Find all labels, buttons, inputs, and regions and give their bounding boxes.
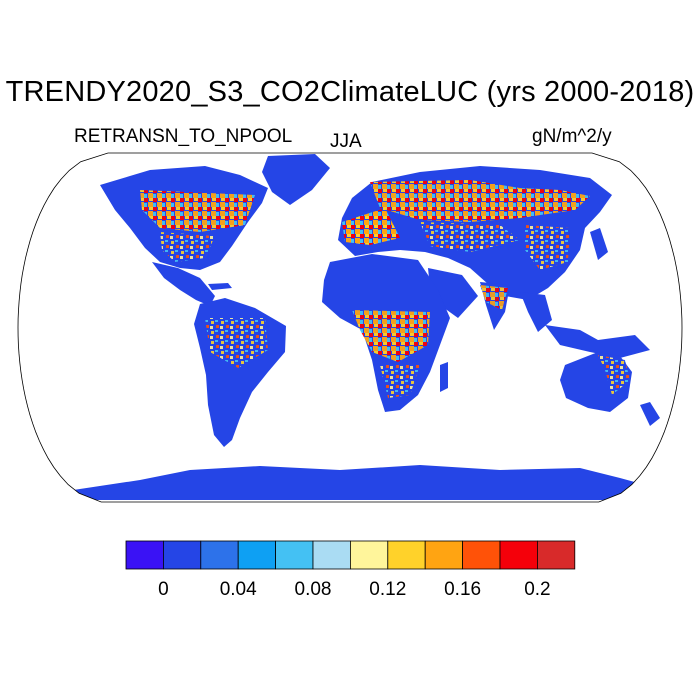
arabia — [428, 268, 478, 318]
colorbar-tick-label: 0 — [158, 579, 169, 600]
colorbar-box-5 — [312, 540, 351, 570]
indonesia — [545, 325, 650, 358]
colorbar-box-9 — [462, 540, 501, 570]
colorbar-tick-label: 0.12 — [369, 579, 406, 600]
season-label: JJA — [330, 131, 362, 152]
colorbar-tick-label: 0.08 — [295, 579, 332, 600]
caribbean — [208, 283, 232, 290]
colorbar-tick-label: 0.16 — [444, 579, 481, 600]
colorbar-box-6 — [349, 540, 389, 570]
colorbar-box-3 — [237, 540, 276, 570]
colorbar-box-8 — [424, 540, 464, 570]
map-boundary — [17, 152, 683, 503]
colorbar-box-4 — [275, 540, 314, 570]
colorbar-box-7 — [387, 540, 426, 570]
colorbar-box-1 — [162, 540, 202, 570]
colorbar-box-0 — [125, 540, 164, 570]
colorbar-box-2 — [200, 540, 239, 570]
japan — [590, 228, 608, 260]
map-title: TRENDY2020_S3_CO2ClimateLUC (yrs 2000-20… — [5, 76, 695, 108]
central-america — [152, 262, 215, 306]
southeast-asia — [520, 292, 552, 332]
colorbar-box-11 — [537, 540, 576, 570]
madagascar — [440, 362, 448, 392]
land-layer — [18, 154, 682, 500]
units-label: gN/m^2/y — [532, 126, 612, 147]
colorbar-tick-label: 0.04 — [220, 579, 257, 600]
colorbar-box-10 — [499, 540, 538, 570]
antarctica — [18, 465, 682, 500]
greenland — [262, 154, 330, 205]
hotspots — [140, 180, 630, 398]
colorbar-tick-label: 0.2 — [524, 579, 550, 600]
variable-label: RETRANSN_TO_NPOOL — [74, 126, 293, 147]
new-zealand — [640, 402, 660, 426]
